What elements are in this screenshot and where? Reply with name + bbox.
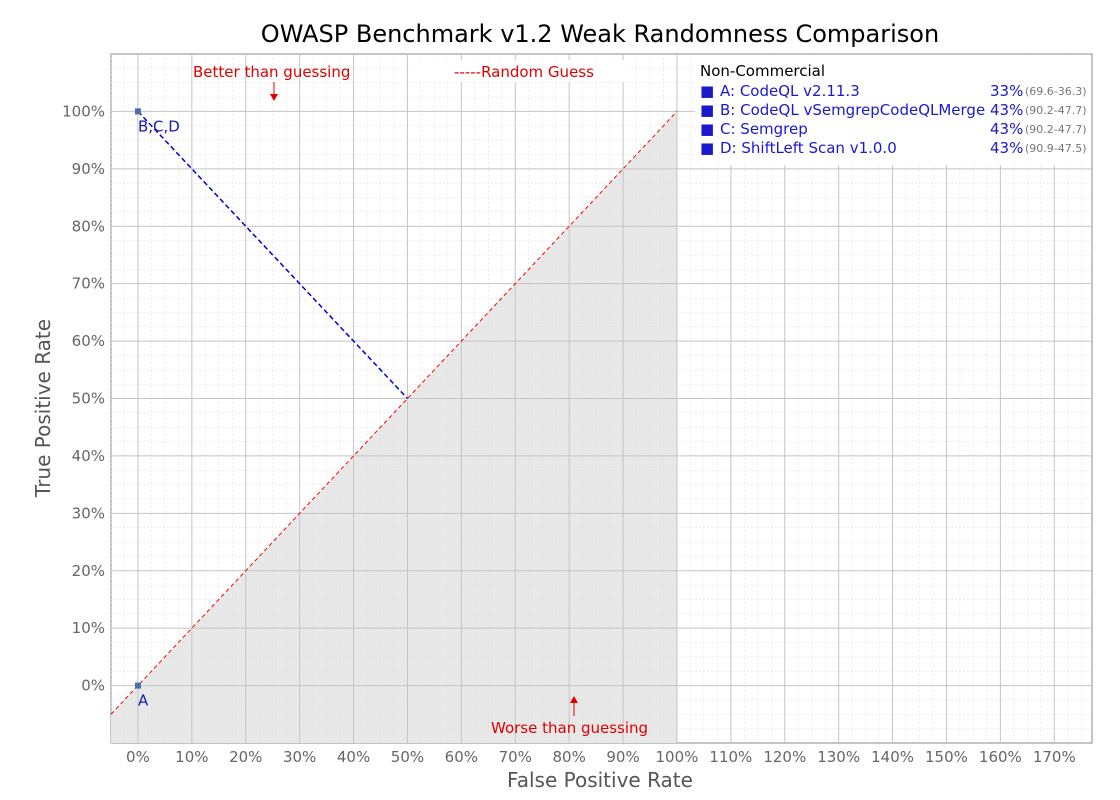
x-tick-label: 40% (337, 748, 370, 766)
y-tick-label: 70% (72, 275, 105, 293)
x-tick-label: 60% (445, 748, 478, 766)
legend-entry-range: (90.2-47.7) (1025, 104, 1087, 117)
legend-entry-name: D: ShiftLeft Scan v1.0.0 (720, 139, 897, 157)
legend-entry-range: (90.2-47.7) (1025, 123, 1087, 136)
y-tick-label: 0% (81, 677, 105, 695)
y-tick-label: 20% (72, 562, 105, 580)
x-tick-label: 160% (979, 748, 1022, 766)
x-tick-label: 50% (391, 748, 424, 766)
x-tick-label: 140% (871, 748, 914, 766)
x-axis-label: False Positive Rate (507, 768, 693, 792)
x-tick-label: 20% (229, 748, 262, 766)
points: A B,C,D (134, 108, 180, 710)
x-tick-label: 90% (606, 748, 639, 766)
random-guess-legend: -----Random Guess (454, 63, 594, 81)
random-guess-line (111, 111, 678, 715)
x-tick-label: 100% (656, 748, 699, 766)
legend-score-bg (990, 82, 1090, 100)
lines (111, 110, 678, 715)
x-tick-label: 110% (709, 748, 752, 766)
x-tick-label: 70% (499, 748, 532, 766)
x-tick-label: 10% (175, 748, 208, 766)
legend-entry-range: (90.9-47.5) (1025, 142, 1087, 155)
data-point (134, 108, 141, 115)
legend-marker: ■ (700, 120, 714, 138)
y-tick-label: 10% (72, 619, 105, 637)
chart-title: OWASP Benchmark v1.2 Weak Randomness Com… (261, 20, 939, 48)
x-tick-label: 120% (763, 748, 806, 766)
y-tick-label: 30% (72, 504, 105, 522)
major-grid (111, 54, 1092, 743)
x-tick-label: 170% (1033, 748, 1076, 766)
legend-entry-score: 43% (990, 120, 1023, 138)
worse-arrow-head (570, 696, 578, 703)
x-tick-label: 0% (126, 748, 150, 766)
legend-marker: ■ (700, 139, 714, 157)
y-tick-label: 50% (72, 390, 105, 408)
data-point (134, 682, 141, 689)
x-tick-labels: 0% 10% 20% 30% 40% 50% 60% 70% 80% 90% 100% 110% 120… (126, 748, 1076, 766)
legend-marker: ■ (700, 82, 714, 100)
legend-score-bg (990, 120, 1090, 138)
x-tick-label: 150% (925, 748, 968, 766)
data-point-label: B,C,D (138, 117, 180, 135)
x-tick-label: 130% (817, 748, 860, 766)
y-tick-label: 60% (72, 332, 105, 350)
legend-score-bg (990, 101, 1090, 119)
legend-entry-score: 43% (990, 101, 1023, 119)
y-tick-labels: 0% 10% 20% 30% 40% 50% 60% 70% 80% 90% 100% (62, 102, 105, 694)
legend-entry-name: C: Semgrep (720, 120, 808, 138)
y-tick-label: 80% (72, 217, 105, 235)
projection-line (137, 110, 409, 400)
legend: Non-Commercial ■ A: CodeQL v2.11.3 33% (69.… (695, 55, 1091, 165)
data-point-label: A (138, 692, 149, 710)
y-tick-label: 100% (62, 102, 105, 120)
legend-score-bg (990, 139, 1090, 157)
y-tick-label: 40% (72, 447, 105, 465)
y-axis-label: True Positive Rate (31, 319, 55, 498)
random-guess-legend-bg (410, 60, 630, 82)
legend-title: Non-Commercial (700, 62, 825, 80)
legend-entry-score: 43% (990, 139, 1023, 157)
x-tick-label: 30% (283, 748, 316, 766)
legend-marker: ■ (700, 101, 714, 119)
legend-entry-name: B: CodeQL vSemgrepCodeQLMerge (720, 101, 985, 119)
x-tick-label: 80% (552, 748, 585, 766)
legend-entry-name: A: CodeQL v2.11.3 (720, 82, 860, 100)
y-tick-label: 90% (72, 160, 105, 178)
legend-entry-score: 33% (990, 82, 1023, 100)
better-than-guessing-annotation: Better than guessing (193, 63, 350, 81)
worse-than-guessing-annotation: Worse than guessing (491, 719, 648, 737)
better-arrow-head (270, 94, 278, 101)
legend-entry-range: (69.6-36.3) (1025, 85, 1087, 98)
